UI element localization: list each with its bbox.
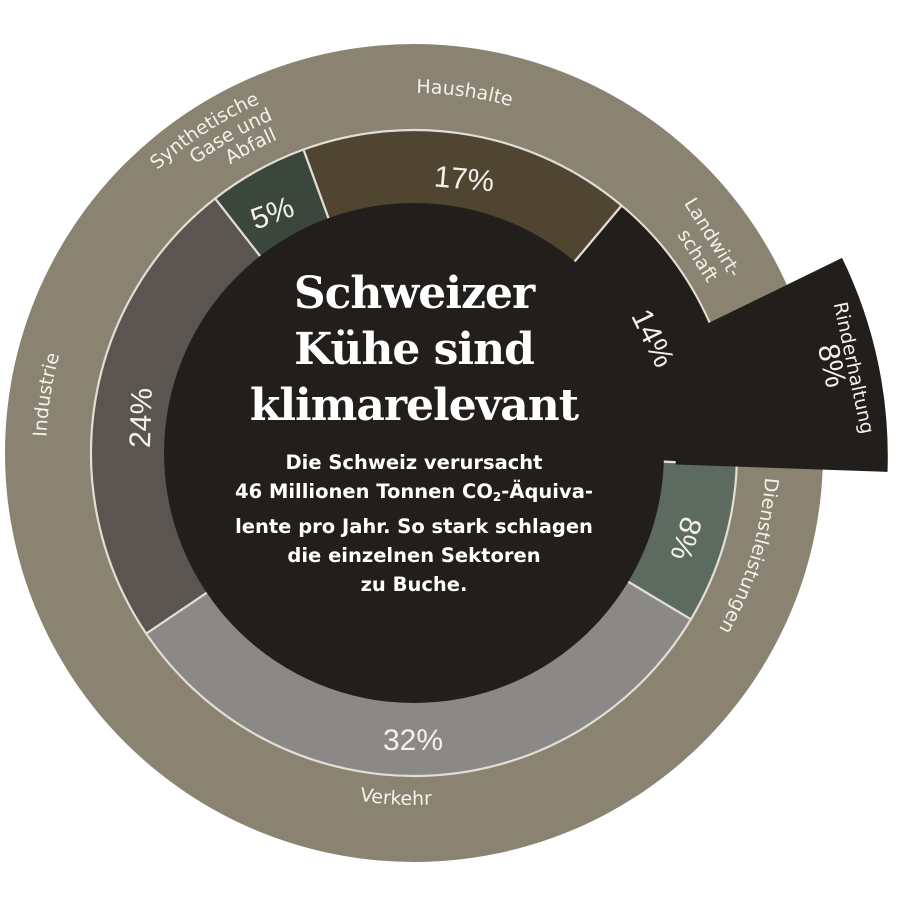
chart-title: Schweizer Kühe sind klimarelevant	[214, 266, 614, 434]
rinderhaltung-slice	[651, 257, 888, 472]
subtitle-line-4: die einzelnen Sektoren	[287, 544, 541, 567]
pct-verkehr: 32%	[383, 724, 443, 757]
subtitle-line-1: Die Schweiz verursacht	[285, 451, 543, 474]
pct-haushalte: 17%	[433, 160, 496, 198]
pct-industrie: 24%	[124, 387, 159, 448]
inner-ring	[89, 128, 739, 778]
rinderhaltung-exploded-slice	[651, 257, 888, 472]
center-disc	[164, 203, 664, 703]
label-verkehr: Verkehr	[359, 784, 433, 810]
subtitle-line-2: 46 Millionen Tonnen CO2-Äquiva-	[235, 480, 593, 504]
title-line-3: klimarelevant	[249, 380, 579, 431]
subtitle-line-3: lente pro Jahr. So stark schlagen	[235, 515, 593, 538]
title-line-2: Kühe sind	[294, 324, 535, 375]
chart-subtitle: Die Schweiz verursacht 46 Millionen Tonn…	[224, 448, 604, 599]
subtitle-line-5: zu Buche.	[360, 573, 468, 596]
title-line-1: Schweizer	[293, 268, 535, 319]
